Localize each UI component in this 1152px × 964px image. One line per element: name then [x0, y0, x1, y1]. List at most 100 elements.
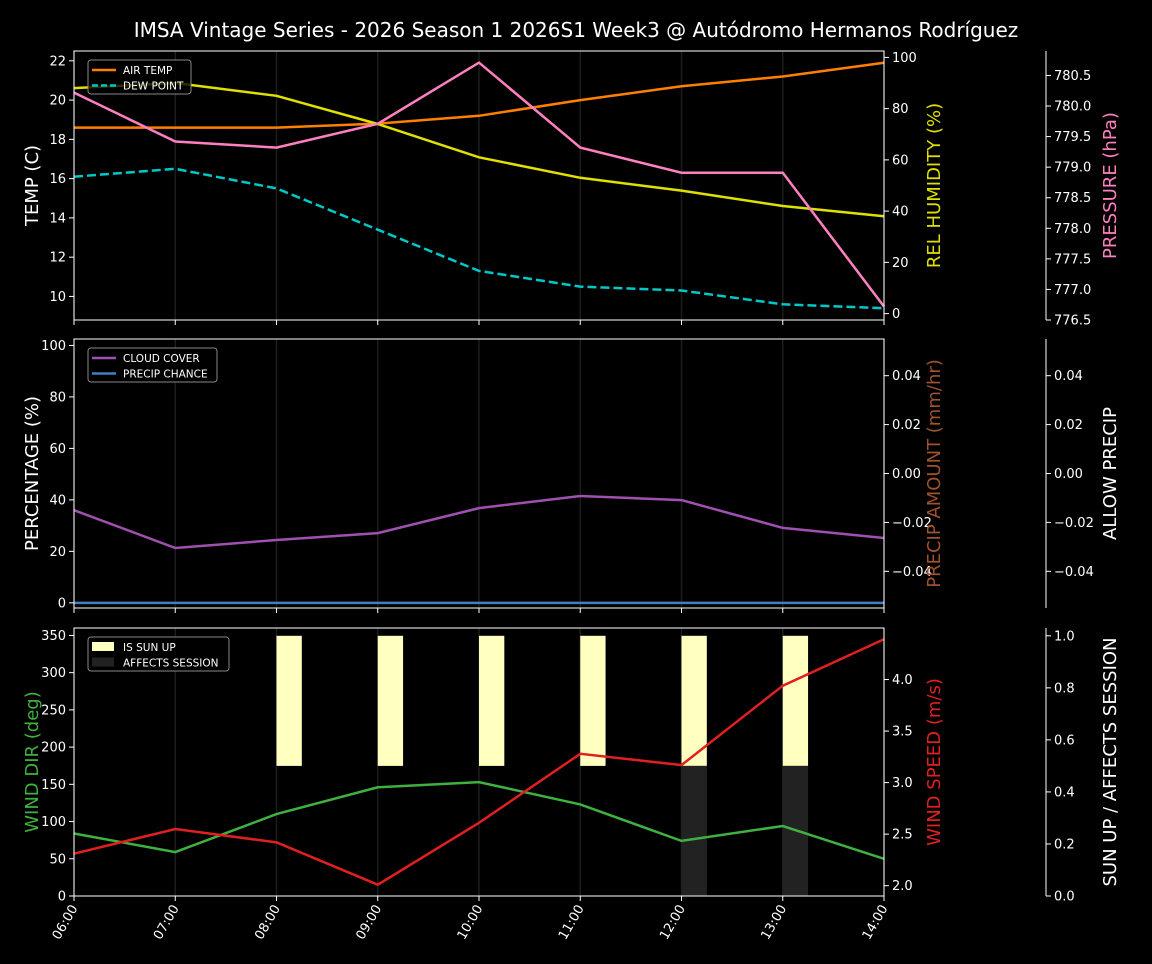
right-axis-2-label: SUN UP / AFFECTS SESSION: [1100, 637, 1121, 886]
right-axis-2-tick-label: 779.0: [1054, 161, 1091, 176]
series-line-right2-3: [73, 61, 885, 308]
right-axis-tick-label: −0.02: [892, 516, 932, 531]
legend-swatch: [92, 657, 114, 667]
left-axis-tick-label: 100: [41, 339, 66, 354]
right-axis-tick-label: 60: [892, 153, 909, 168]
right-axis-label: REL HUMIDITY (%): [924, 103, 945, 268]
right-axis-label: PRECIP AMOUNT (mm/hr): [924, 359, 945, 588]
right-axis-label: WIND SPEED (m/s): [924, 678, 945, 846]
right-axis-tick-label: 0.04: [892, 369, 921, 384]
legend: AIR TEMP DEW POINT: [87, 59, 192, 95]
right-axis-2-tick-label: 776.5: [1054, 314, 1091, 329]
left-axis-tick-label: 300: [41, 666, 66, 681]
left-axis-label: WIND DIR (deg): [22, 691, 43, 833]
legend-swatch: [92, 642, 114, 651]
right-axis-tick-label: 2.5: [892, 828, 913, 843]
right-axis-tick-label: 100: [892, 51, 917, 66]
right-axis-2-tick-label: 0.00: [1054, 467, 1083, 482]
right-axis-tick-label: 3.5: [892, 725, 913, 740]
sun-up-bar: [377, 635, 404, 766]
chart-title: IMSA Vintage Series - 2026 Season 1 2026…: [134, 18, 1019, 42]
left-axis-tick-label: 14: [49, 211, 66, 226]
left-axis-tick-label: 18: [49, 133, 66, 148]
right-axis-2-tick-label: 0.02: [1054, 418, 1083, 433]
legend-label: PRECIP CHANCE: [123, 369, 208, 381]
affects-session-bar: [681, 765, 707, 896]
right-axis-tick-label: 40: [892, 205, 909, 220]
right-axis-2-tick-label: 0.4: [1054, 785, 1075, 800]
left-axis-tick-label: 80: [49, 390, 66, 405]
right-axis-2-tick-label: 0.04: [1054, 369, 1083, 384]
x-tick-label: 08:00: [252, 903, 284, 943]
sun-up-bar: [580, 635, 606, 766]
right-axis-2-tick-label: 780.5: [1054, 69, 1091, 84]
x-tick-label: 09:00: [353, 903, 385, 943]
right-axis-tick-label: 80: [892, 102, 909, 117]
left-axis-tick-label: 40: [49, 493, 66, 508]
sun-up-bar: [782, 635, 809, 766]
series-line-air-temp: [74, 61, 885, 129]
left-axis-tick-label: 10: [49, 290, 66, 305]
panel-2: 0 20 40 60 80 100 −0.04 −0.02 0.00 0.02 0.04 −0.04 −…: [22, 338, 1121, 613]
left-axis-tick-label: 200: [41, 741, 66, 756]
x-tick-label: 07:00: [151, 903, 183, 943]
left-axis-tick-label: 50: [49, 852, 66, 867]
x-tick-label: 14:00: [860, 903, 892, 943]
left-axis-tick-label: 60: [49, 442, 66, 457]
right-axis-tick-label: 20: [892, 256, 909, 271]
legend-label: CLOUD COVER: [123, 353, 200, 365]
right-axis-2-tick-label: 780.0: [1054, 100, 1091, 115]
right-axis-2-tick-label: 779.5: [1054, 130, 1091, 145]
left-axis-tick-label: 350: [41, 629, 66, 644]
series-line-right-1: [73, 638, 885, 887]
right-axis-tick-label: 0: [892, 307, 900, 322]
right-axis-2-tick-label: 0.8: [1054, 681, 1075, 696]
right-axis-tick-label: −0.04: [892, 565, 932, 580]
left-axis-tick-label: 12: [49, 251, 66, 266]
x-tick-label: 11:00: [556, 903, 588, 943]
x-tick-label: 12:00: [657, 903, 689, 943]
right-axis-2-label: PRESSURE (hPa): [1100, 112, 1121, 259]
legend: IS SUN UP AFFECTS SESSION: [87, 636, 230, 672]
right-axis-2-tick-label: 0.0: [1054, 890, 1075, 905]
left-axis-tick-label: 20: [49, 94, 66, 109]
series-line-left-0: [73, 780, 885, 860]
panel-1: 10 12 14 16 18 20 22 0 20 40 60 80 100 776.5 777.0 777.…: [22, 50, 1121, 329]
x-tick-label: 13:00: [758, 903, 790, 943]
left-axis-tick-label: 150: [41, 778, 66, 793]
right-axis-2-label: ALLOW PRECIP: [1100, 407, 1121, 540]
right-axis-2-tick-label: 777.0: [1054, 283, 1091, 298]
right-axis-2-tick-label: 0.2: [1054, 837, 1075, 852]
right-axis-2-tick-label: 777.5: [1054, 252, 1091, 267]
left-axis-tick-label: 0: [58, 890, 66, 905]
left-axis-label: PERCENTAGE (%): [22, 396, 43, 551]
right-axis-2-tick-label: 778.0: [1054, 222, 1091, 237]
panel-3: 0 50 100 150 200 250 300 350 2.0 2.5 3.0 3.5 4.0 0.0 0…: [22, 627, 1121, 943]
legend-box: [87, 636, 230, 672]
left-axis-tick-label: 100: [41, 815, 66, 830]
series-line-right-2: [73, 81, 885, 218]
right-axis-tick-label: 4.0: [892, 673, 913, 688]
right-axis-tick-label: 0.00: [892, 467, 921, 482]
right-axis-2-tick-label: 0.6: [1054, 733, 1075, 748]
left-axis-tick-label: 20: [49, 545, 66, 560]
right-axis-2-tick-label: −0.04: [1054, 565, 1094, 580]
legend: CLOUD COVER PRECIP CHANCE: [87, 347, 218, 383]
legend-label: IS SUN UP: [123, 642, 176, 654]
left-axis-tick-label: 0: [58, 596, 66, 611]
right-axis-tick-label: 3.0: [892, 776, 913, 791]
right-axis-2-tick-label: 778.5: [1054, 191, 1091, 206]
sun-up-bar: [479, 635, 505, 766]
right-axis-2-tick-label: −0.02: [1054, 516, 1094, 531]
right-axis-tick-label: 2.0: [892, 879, 913, 894]
legend-label: AFFECTS SESSION: [123, 658, 219, 670]
legend-box: [87, 347, 218, 383]
right-axis-2-tick-label: 1.0: [1054, 629, 1075, 644]
right-axis-tick-label: 0.02: [892, 418, 921, 433]
series-line-cloud-cover: [73, 494, 885, 550]
left-axis-tick-label: 22: [49, 54, 66, 69]
x-tick-label: 06:00: [50, 903, 82, 943]
left-axis-label: TEMP (C): [22, 145, 43, 227]
sun-up-bar: [681, 635, 707, 766]
legend-label: DEW POINT: [123, 81, 184, 93]
